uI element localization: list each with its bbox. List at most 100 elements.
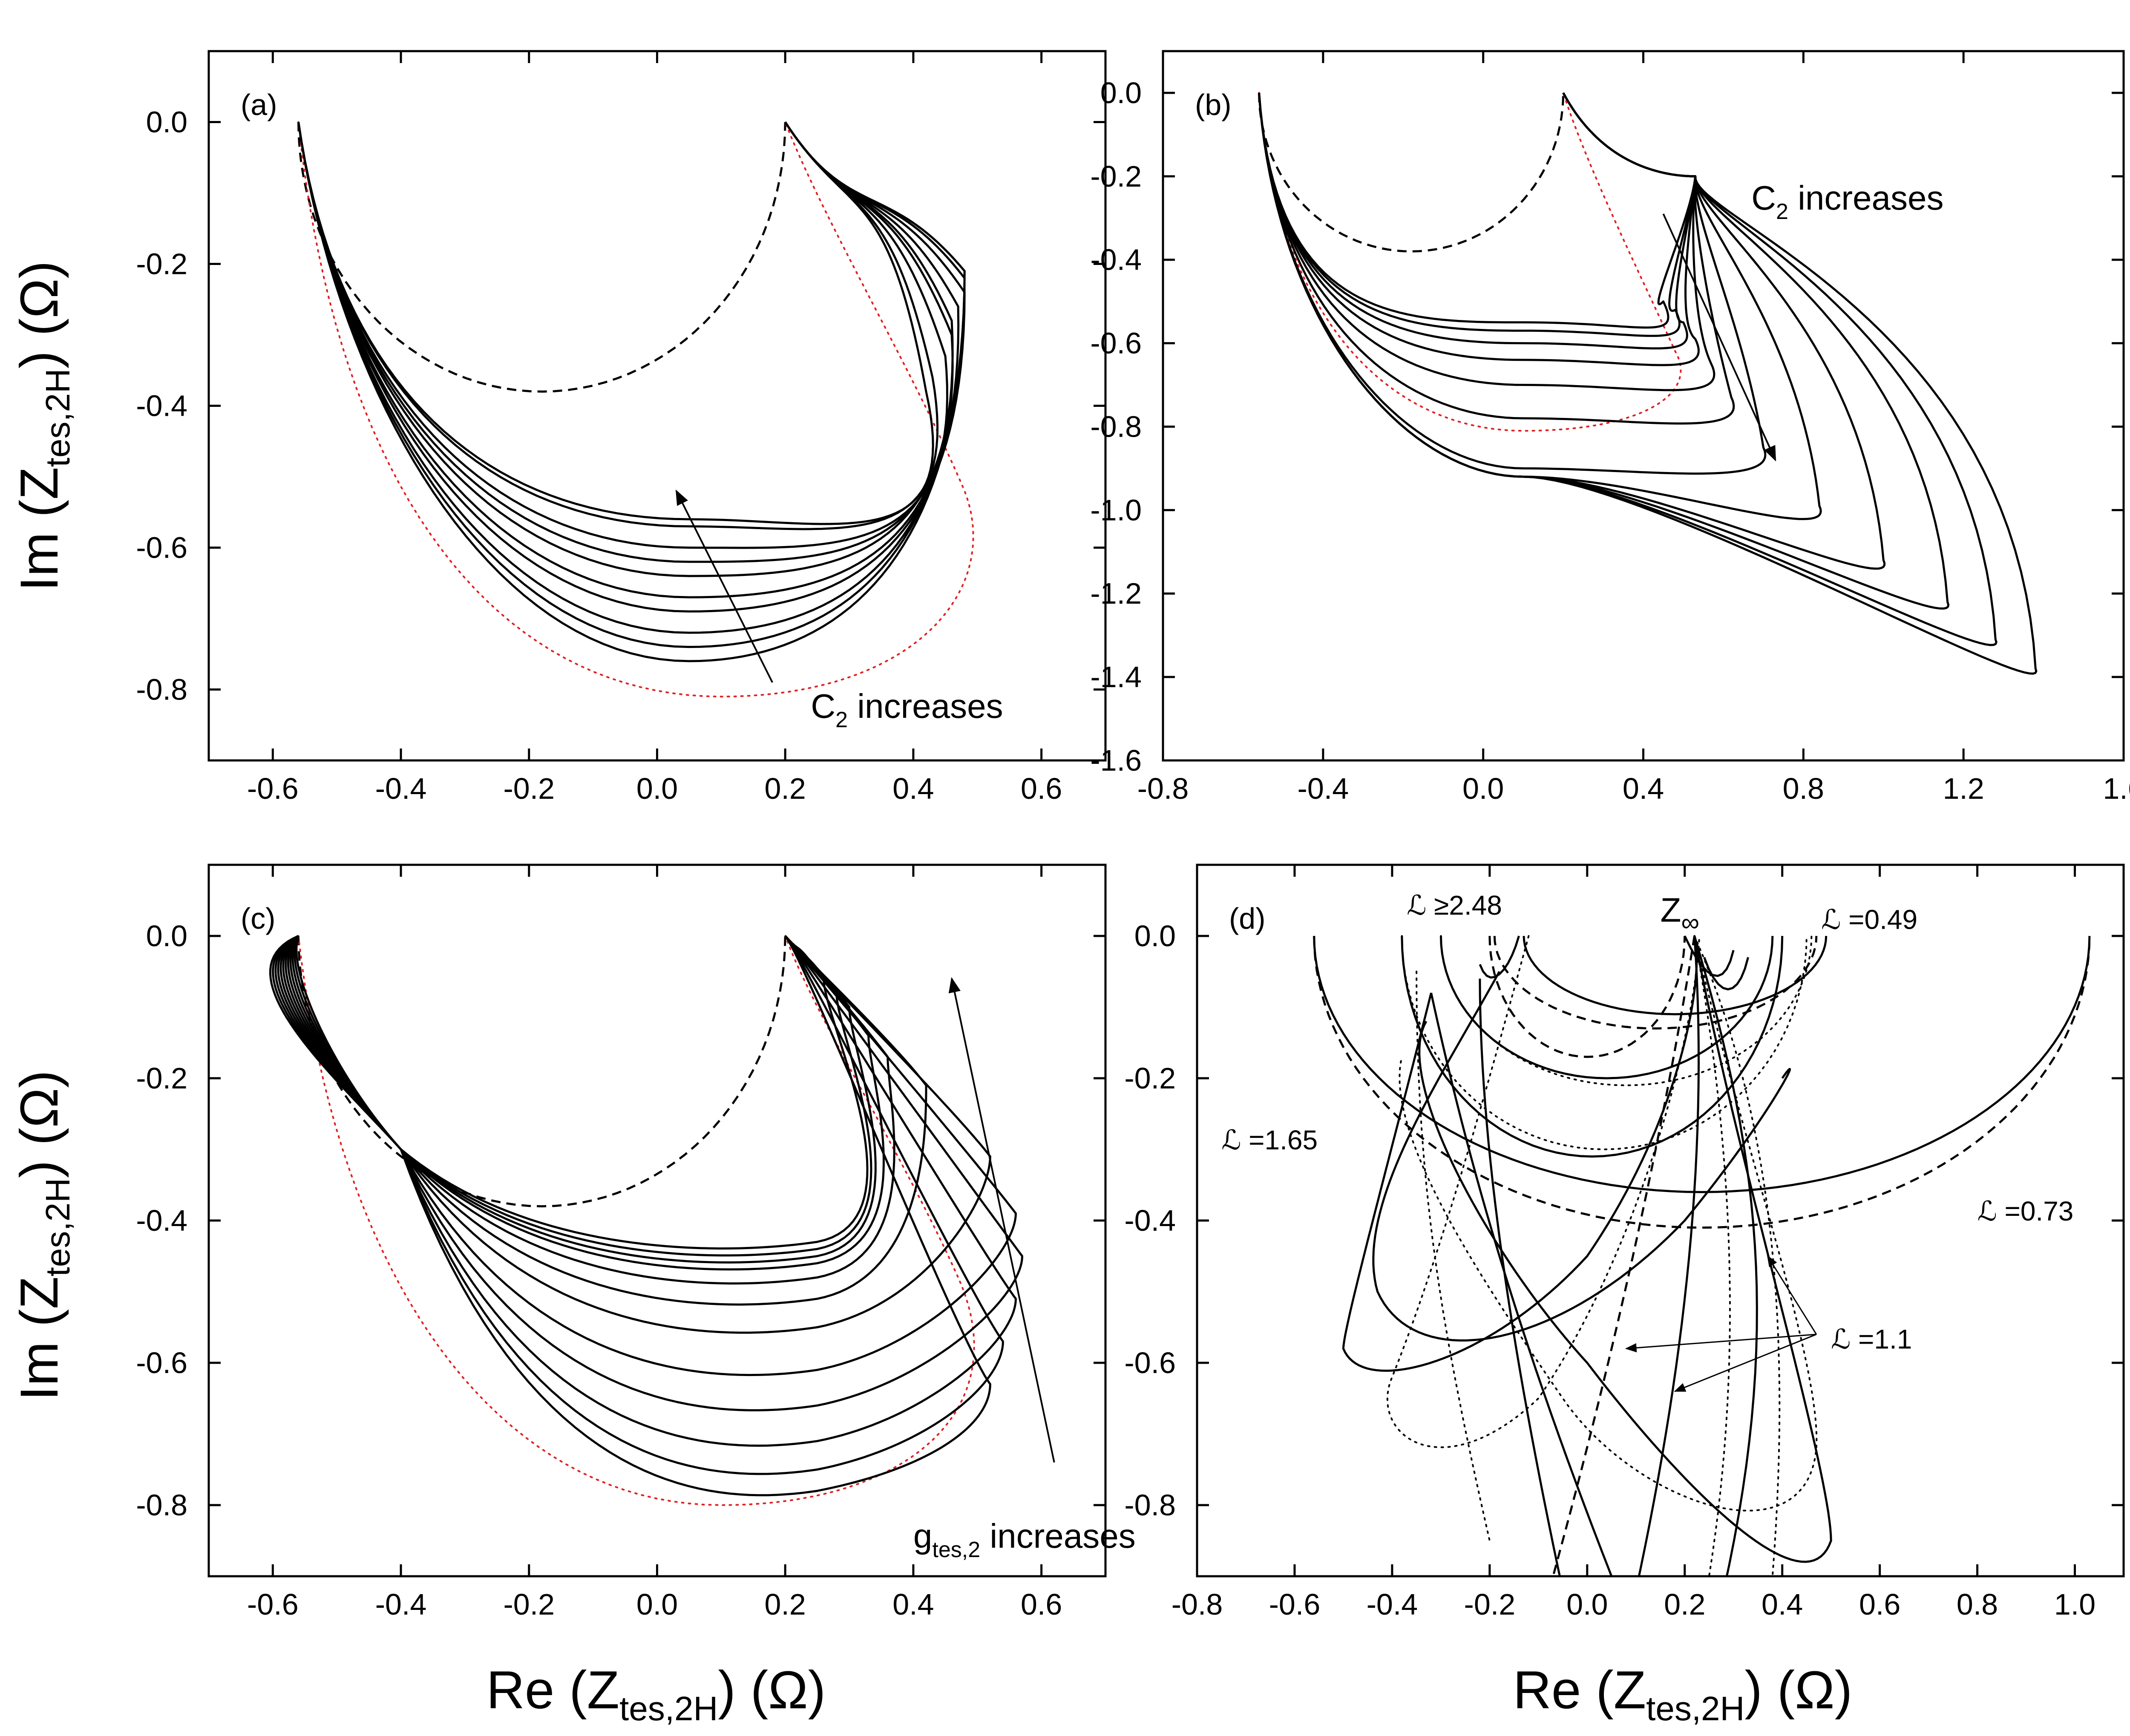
panel-label: (b) — [1195, 88, 1232, 121]
x-tick-label: 0.0 — [636, 772, 678, 805]
x-tick-label: 0.0 — [636, 1588, 678, 1621]
series-curve — [291, 935, 877, 1264]
series-curve — [1258, 92, 1998, 646]
x-tick-label: 0.4 — [1623, 772, 1664, 805]
series-curve — [297, 121, 939, 530]
x-tick-label: -0.8 — [1137, 772, 1189, 805]
annotation: Z∞ — [1661, 891, 1700, 937]
plot-frame — [207, 864, 1107, 1578]
series-curve — [297, 121, 960, 599]
series-curve — [287, 935, 895, 1285]
series-curve — [1258, 92, 1716, 392]
x-tick-label: 0.8 — [1957, 1588, 1998, 1621]
x-tick-label: 0.6 — [1021, 772, 1062, 805]
x-tick-label: 0.4 — [892, 772, 934, 805]
y-tick-label: 0.0 — [146, 919, 187, 953]
y-tick-label: -0.6 — [136, 1346, 187, 1379]
x-tick-label: 0.2 — [765, 772, 806, 805]
series-curve — [1386, 935, 1701, 1448]
y-tick-label: -0.2 — [1090, 160, 1142, 193]
x-tick-label: 1.2 — [1943, 772, 1984, 805]
x-axis-title-right: Re (Ztes,2H) (Ω) — [1513, 1661, 1853, 1727]
y-tick-label: -0.8 — [136, 673, 187, 706]
y-axis-title-top: Im (Ztes,2H) (Ω) — [10, 261, 77, 591]
reference-curve — [297, 936, 786, 1208]
x-tick-label: -0.6 — [1269, 1588, 1321, 1621]
panel-label: (d) — [1229, 902, 1266, 935]
curves — [1258, 92, 2038, 675]
series-curve — [1313, 936, 2091, 1229]
plot-frame — [1162, 50, 2125, 762]
x-tick-label: 0.6 — [1021, 1588, 1062, 1621]
series-curve — [297, 121, 948, 549]
series-curve — [1430, 993, 1613, 1576]
x-tick-label: 0.8 — [1783, 772, 1824, 805]
x-tick-label: -0.2 — [503, 772, 555, 805]
y-tick-label: -1.6 — [1090, 744, 1142, 777]
series-curve — [1488, 936, 1686, 1058]
series-curve — [297, 121, 954, 563]
panel-c: -0.6 -0.4 -0.2 0.0 0.2 0.4 0.6 0.0 -0.2 -0.4 -0.6 -… — [136, 864, 1136, 1621]
x-tick-label: 0.0 — [1566, 1588, 1608, 1621]
series-curve — [277, 935, 1023, 1411]
series-curve — [1401, 935, 1808, 1150]
panel-b: -0.8 -0.4 0.0 0.4 0.8 1.2 1.6 0.0 -0.2 -0.4 -0.6 -0… — [1090, 50, 2130, 805]
series-curve — [1342, 936, 1698, 1372]
trend-arrow — [675, 489, 773, 683]
series-curve — [1479, 979, 1561, 1576]
series-curve — [1693, 935, 1781, 1576]
series-curve — [272, 935, 1004, 1475]
series-curve — [294, 935, 872, 1257]
series-curve — [1258, 92, 1697, 337]
curves — [1313, 935, 2091, 1576]
series-curve — [297, 121, 934, 525]
trend-arrow — [948, 977, 1055, 1463]
x-tick-label: -0.6 — [247, 772, 299, 805]
series-curve — [1552, 936, 1696, 1576]
series-curve — [1313, 936, 2091, 1193]
series-curve — [1372, 971, 1791, 1342]
reference-curve — [1258, 92, 1682, 432]
y-tick-label: 0.0 — [1100, 76, 1142, 109]
y-tick-label: -1.4 — [1090, 660, 1142, 694]
x-tick-label: -0.8 — [1172, 1588, 1223, 1621]
y-tick-label: -0.6 — [136, 531, 187, 564]
y-tick-label: -1.0 — [1090, 493, 1142, 527]
panel-d: -0.8 -0.6 -0.4 -0.2 0.0 0.2 0.4 0.6 0.8 1.0 0.0 -0.… — [1124, 864, 2125, 1621]
series-curve — [1401, 936, 1784, 1158]
panel-a: -0.6 -0.4 -0.2 0.0 0.2 0.4 0.6 0.0 -0.2 -0.4 -0.6 -… — [136, 50, 1107, 805]
annotation: C2 increases — [1751, 179, 1943, 224]
y-tick-label: -0.4 — [1090, 243, 1142, 276]
series-curve — [1258, 92, 1697, 350]
y-tick-label: -0.4 — [1124, 1204, 1176, 1237]
series-curve — [1703, 957, 1750, 990]
y-tick-label: -0.8 — [136, 1488, 187, 1522]
y-tick-label: -0.4 — [136, 389, 187, 423]
series-curve — [274, 935, 1017, 1447]
series-curve — [1258, 92, 1697, 329]
series-curve — [297, 121, 954, 577]
y-tick-label: -0.2 — [136, 248, 187, 281]
annotation: ℒ =0.73 — [1977, 1196, 2074, 1226]
annotation: ℒ =1.1 — [1831, 1324, 1912, 1355]
curves — [297, 121, 974, 698]
x-tick-label: 0.0 — [1462, 772, 1504, 805]
y-tick-label: -0.8 — [1090, 410, 1142, 443]
y-tick-label: 0.0 — [146, 106, 187, 139]
series-curve — [282, 935, 991, 1334]
y-tick-label: -0.4 — [136, 1204, 187, 1237]
pointer-arrow — [1767, 1255, 1817, 1335]
x-tick-label: 0.4 — [892, 1588, 934, 1621]
series-curve — [279, 935, 1017, 1376]
x-tick-label: 0.6 — [1859, 1588, 1900, 1621]
y-tick-label: 0.0 — [1134, 919, 1176, 953]
annotation: C2 increases — [811, 687, 1003, 732]
reference-curve — [297, 935, 975, 1506]
panel-label: (c) — [241, 902, 276, 935]
y-tick-label: -1.2 — [1090, 577, 1142, 610]
annotation: ℒ =1.65 — [1221, 1125, 1318, 1155]
y-tick-label: -0.2 — [1124, 1062, 1176, 1095]
y-tick-label: -0.6 — [1090, 327, 1142, 360]
x-tick-label: -0.6 — [247, 1588, 299, 1621]
